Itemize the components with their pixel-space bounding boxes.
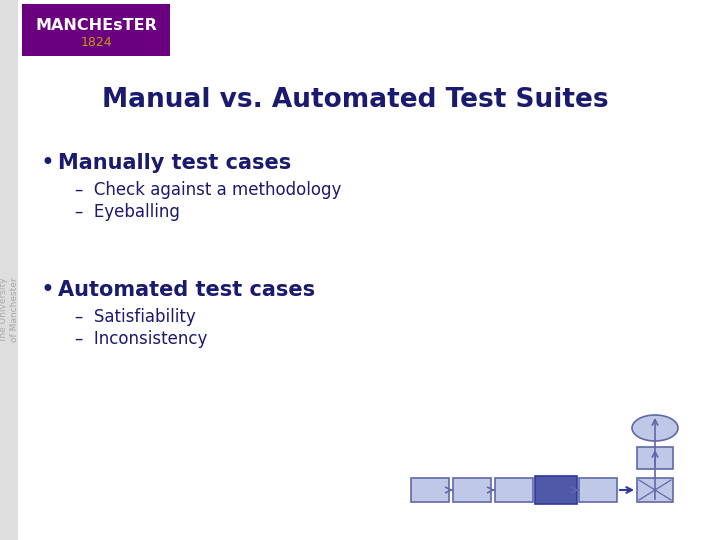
Ellipse shape (632, 415, 678, 441)
Text: –  Eyeballing: – Eyeballing (75, 203, 180, 221)
Text: •: • (40, 278, 54, 302)
Text: 1824: 1824 (80, 36, 112, 49)
Text: Automated test cases: Automated test cases (58, 280, 315, 300)
FancyBboxPatch shape (411, 478, 449, 502)
FancyBboxPatch shape (637, 447, 673, 469)
Text: Manually test cases: Manually test cases (58, 153, 292, 173)
Text: Manual vs. Automated Test Suites: Manual vs. Automated Test Suites (102, 87, 608, 113)
FancyBboxPatch shape (495, 478, 533, 502)
FancyBboxPatch shape (579, 478, 617, 502)
FancyBboxPatch shape (0, 0, 18, 540)
Text: –  Satisfiability: – Satisfiability (75, 308, 196, 326)
Text: MANCHEsTER: MANCHEsTER (35, 18, 157, 33)
FancyBboxPatch shape (453, 478, 491, 502)
FancyBboxPatch shape (637, 478, 673, 502)
Text: The University
of Manchester: The University of Manchester (0, 277, 19, 343)
Text: –  Check against a methodology: – Check against a methodology (75, 181, 341, 199)
FancyBboxPatch shape (535, 476, 577, 504)
FancyBboxPatch shape (22, 4, 170, 56)
Text: –  Inconsistency: – Inconsistency (75, 330, 207, 348)
Text: •: • (40, 151, 54, 175)
